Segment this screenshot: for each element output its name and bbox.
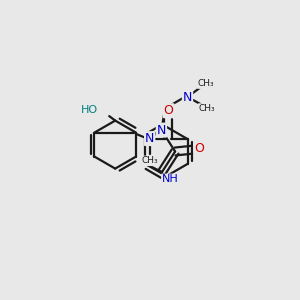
Text: CH₃: CH₃ bbox=[199, 104, 215, 113]
Text: O: O bbox=[164, 104, 173, 117]
Text: CH₃: CH₃ bbox=[141, 156, 158, 165]
Text: N: N bbox=[157, 124, 166, 136]
Text: N: N bbox=[183, 91, 192, 103]
Text: N: N bbox=[145, 132, 154, 145]
Text: CH₃: CH₃ bbox=[198, 79, 214, 88]
Text: H: H bbox=[162, 178, 171, 188]
Text: NH: NH bbox=[162, 175, 179, 184]
Text: HO: HO bbox=[81, 105, 98, 115]
Text: O: O bbox=[194, 142, 204, 155]
